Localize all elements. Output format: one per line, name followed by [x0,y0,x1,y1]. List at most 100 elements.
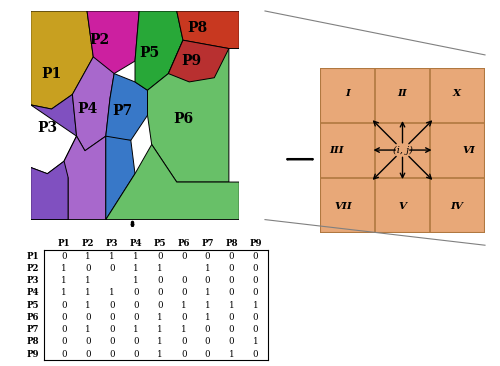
Text: P2: P2 [90,33,110,47]
Text: 1: 1 [205,300,210,310]
Text: 0: 0 [85,264,91,273]
Text: 1: 1 [109,251,115,261]
Text: 0: 0 [252,276,258,285]
Text: 0: 0 [62,325,67,334]
Text: 0: 0 [205,276,210,285]
Text: 0: 0 [62,313,67,322]
Text: 0: 0 [205,325,210,334]
Polygon shape [168,40,229,82]
Text: 0: 0 [62,350,67,359]
Text: P3: P3 [38,121,58,135]
Text: P4: P4 [26,288,39,297]
Text: 0: 0 [181,350,186,359]
Polygon shape [30,94,76,220]
Text: 0: 0 [229,313,234,322]
Text: 0: 0 [85,313,91,322]
Text: 1: 1 [109,288,115,297]
Text: 0: 0 [133,337,138,346]
Text: 1: 1 [205,313,210,322]
Text: VI: VI [462,146,475,154]
Text: P1: P1 [26,251,39,261]
Text: 1: 1 [157,350,162,359]
Text: 1: 1 [229,350,234,359]
Text: P5: P5 [140,46,160,60]
Text: 1: 1 [133,325,138,334]
Text: 0: 0 [133,288,138,297]
Text: P3: P3 [106,239,118,248]
Text: 0: 0 [229,325,234,334]
Text: P9: P9 [182,54,202,68]
Polygon shape [87,11,139,82]
Text: P7: P7 [26,325,39,334]
Text: 1: 1 [85,288,91,297]
Text: P6: P6 [178,239,190,248]
Text: 0: 0 [109,313,115,322]
Text: 0: 0 [252,313,258,322]
Text: V: V [398,202,406,211]
Polygon shape [176,11,240,49]
Text: 0: 0 [157,251,162,261]
Text: 0: 0 [109,300,115,310]
Polygon shape [135,11,183,90]
Polygon shape [64,136,106,220]
Text: 0: 0 [229,264,234,273]
Polygon shape [106,136,135,220]
Text: P4: P4 [130,239,142,248]
Text: 0: 0 [205,350,210,359]
Text: 1: 1 [133,251,138,261]
Text: 0: 0 [229,251,234,261]
Text: 1: 1 [252,337,258,346]
Text: 0: 0 [133,313,138,322]
Text: III: III [329,146,344,154]
Text: IV: IV [450,202,464,211]
Text: P8: P8 [226,239,238,248]
Text: P7: P7 [202,239,214,248]
Text: P9: P9 [250,239,262,248]
Text: 0: 0 [181,313,186,322]
Text: 1: 1 [157,264,162,273]
Text: 0: 0 [181,288,186,297]
Text: 1: 1 [181,325,186,334]
Polygon shape [30,11,94,109]
Text: 0: 0 [181,337,186,346]
Text: 0: 0 [62,251,67,261]
Text: 1: 1 [205,288,210,297]
Text: 0: 0 [109,350,115,359]
Text: 0: 0 [229,288,234,297]
Text: P2: P2 [26,264,39,273]
Text: 0: 0 [157,300,162,310]
Polygon shape [30,136,76,220]
Text: 1: 1 [62,288,67,297]
Text: 0: 0 [109,325,115,334]
Text: P1: P1 [58,239,70,248]
Text: 0: 0 [229,276,234,285]
Text: P5: P5 [26,300,39,310]
Text: 1: 1 [157,325,162,334]
Text: P9: P9 [26,350,39,359]
Text: 1: 1 [85,276,91,285]
Text: P5: P5 [154,239,166,248]
Text: 1: 1 [133,276,138,285]
Text: 1: 1 [62,276,67,285]
Text: 0: 0 [85,337,91,346]
Text: 0: 0 [181,251,186,261]
Text: 0: 0 [133,300,138,310]
Text: 0: 0 [252,288,258,297]
Text: 1: 1 [157,313,162,322]
Text: I: I [346,89,350,98]
Text: (i, j): (i, j) [392,146,412,154]
Text: 1: 1 [205,264,210,273]
Text: 1: 1 [252,300,258,310]
Text: P7: P7 [112,104,132,118]
Text: 0: 0 [62,337,67,346]
Text: 0: 0 [85,350,91,359]
Text: P3: P3 [26,276,39,285]
Text: P8: P8 [26,337,39,346]
Polygon shape [72,57,114,151]
Text: P6: P6 [173,112,193,127]
Text: 0: 0 [157,288,162,297]
Text: 0: 0 [133,350,138,359]
Polygon shape [106,74,148,140]
Text: 0: 0 [157,276,162,285]
Text: 0: 0 [109,337,115,346]
